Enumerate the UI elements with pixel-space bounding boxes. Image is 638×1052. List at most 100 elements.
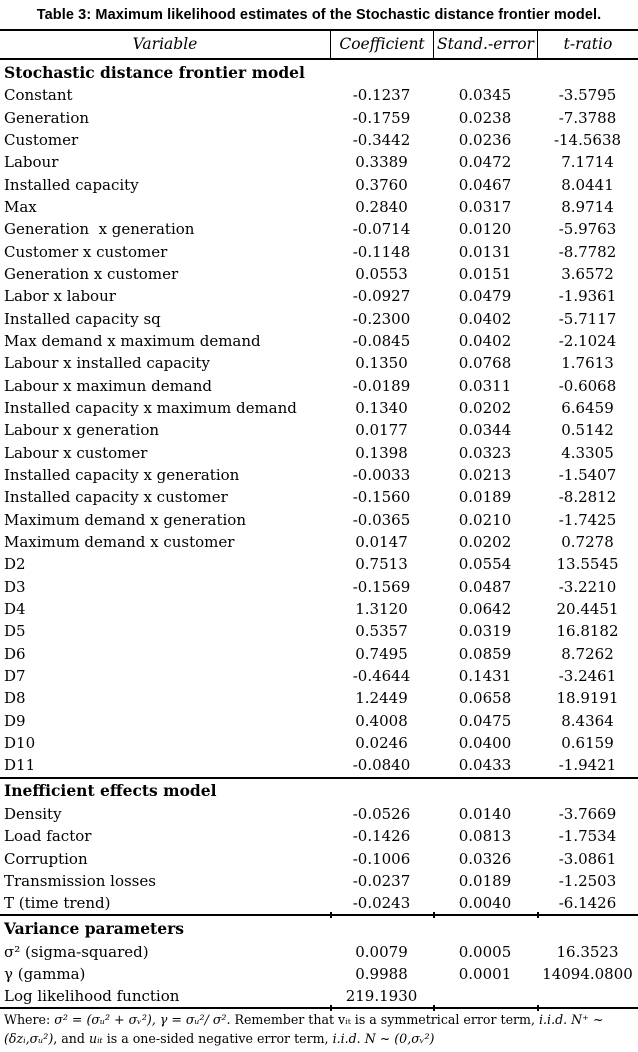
column-header-coefficient: Coefficient	[330, 31, 433, 58]
cell-t-ratio: -1.7534	[558, 827, 617, 846]
cell-t-ratio: -8.2812	[558, 488, 617, 507]
cell-std-error: 0.0326	[458, 849, 512, 868]
table-row: Labour x installed capacity 0.1350 0.0768 1…	[0, 352, 638, 374]
table-row: D7 -0.4644 0.1431 -3.2461	[0, 665, 638, 687]
cell-coefficient: 0.7513	[355, 555, 408, 574]
table-row: Labour x generation 0.0177 0.0344 0.5142	[0, 419, 638, 441]
cell-std-error: 0.0433	[458, 756, 512, 775]
cell-std-error: 0.0642	[458, 600, 512, 619]
cell-variable: Labour x customer	[4, 443, 148, 462]
cell-std-error: 0.0238	[458, 108, 512, 127]
table-row: Customer -0.3442 0.0236 -14.5638	[0, 129, 638, 151]
cell-t-ratio: -3.5795	[558, 86, 617, 105]
cell-t-ratio: -3.7669	[558, 804, 617, 823]
table-row: Installed capacity x generation -0.0033 0.…	[0, 464, 638, 486]
results-table: Variable Coefficient Stand.-error t-rati…	[0, 29, 638, 1052]
cell-t-ratio: -0.6068	[558, 376, 617, 395]
cell-t-ratio: -1.7425	[558, 510, 617, 529]
footnote-segment: Where:	[4, 1012, 55, 1028]
cell-variable: D3	[4, 577, 26, 596]
cell-variable: D9	[4, 711, 26, 730]
table-row: Labour 0.3389 0.0472 7.1714	[0, 151, 638, 173]
cell-t-ratio: -1.5407	[558, 466, 617, 485]
cell-std-error: 0.0859	[458, 644, 512, 663]
cell-variable: Installed capacity	[4, 175, 139, 194]
cell-coefficient: 1.3120	[355, 600, 408, 619]
cell-std-error: 0.0317	[458, 197, 512, 216]
cell-std-error: 0.0040	[458, 894, 512, 913]
cell-coefficient: 0.9988	[355, 964, 408, 983]
footnote-segment: uᵢₜ	[88, 1031, 103, 1047]
cell-variable: γ (gamma)	[4, 964, 86, 983]
cell-t-ratio: -5.9763	[558, 220, 617, 239]
table-row: σ² (sigma-squared) 0.0079 0.0005 16.3523	[0, 940, 638, 962]
border-tick	[433, 912, 435, 919]
cell-t-ratio: 0.7278	[561, 533, 614, 552]
cell-coefficient: 0.2840	[355, 197, 408, 216]
cell-t-ratio: -7.3788	[558, 108, 617, 127]
cell-t-ratio: -3.0861	[558, 849, 617, 868]
cell-variable: D2	[4, 555, 26, 574]
footnote-segment: σ² = (σᵤ² + σᵥ²), γ = σᵤ²/ σ²	[54, 1012, 227, 1028]
cell-t-ratio: 4.3305	[561, 443, 614, 462]
table-row: D2 0.7513 0.0554 13.5545	[0, 553, 638, 575]
cell-std-error: 0.0467	[458, 175, 512, 194]
cell-variable: D11	[4, 756, 36, 775]
cell-t-ratio: 0.6159	[561, 734, 614, 753]
table-row: Generation x customer 0.0553 0.0151 3.6572	[0, 263, 638, 285]
cell-coefficient: -0.0714	[352, 220, 411, 239]
cell-std-error: 0.0311	[458, 376, 512, 395]
table-row: Corruption -0.1006 0.0326 -3.0861	[0, 847, 638, 869]
cell-coefficient: -0.0237	[352, 871, 411, 890]
cell-std-error: 0.0140	[458, 804, 512, 823]
cell-t-ratio: 16.8182	[556, 622, 619, 641]
cell-variable: D7	[4, 667, 26, 686]
cell-coefficient: 0.3760	[355, 175, 408, 194]
cell-coefficient: -0.0365	[352, 510, 411, 529]
cell-variable: Installed capacity x generation	[4, 466, 240, 485]
cell-coefficient: 0.0177	[355, 421, 408, 440]
footnote-segment: i.i.d. N⁺ ~ (δzᵢ,σᵤ²)	[4, 1012, 604, 1047]
cell-std-error: 0.0323	[458, 443, 512, 462]
cell-std-error: 0.0151	[458, 264, 512, 283]
cell-coefficient: 0.5357	[355, 622, 408, 641]
cell-variable: T (time trend)	[4, 894, 111, 913]
cell-coefficient: -0.4644	[352, 667, 411, 686]
cell-std-error: 0.0120	[458, 220, 512, 239]
cell-coefficient: -0.0189	[352, 376, 411, 395]
table-row: Max demand x maximum demand -0.0845 0.0402…	[0, 330, 638, 352]
cell-t-ratio: 1.7613	[561, 354, 614, 373]
footnote-segment: i.i.d. N ~ (0,σᵥ²)	[332, 1031, 435, 1047]
cell-t-ratio: 0.5142	[561, 421, 614, 440]
cell-variable: Installed capacity x maximum demand	[4, 398, 297, 417]
table-body: Stochastic distance frontier model Consta…	[0, 60, 638, 1007]
cell-coefficient: 0.4008	[355, 711, 408, 730]
column-header-variable: Variable	[132, 35, 198, 53]
cell-std-error: 0.0189	[458, 871, 512, 890]
section-divider	[0, 776, 638, 779]
cell-coefficient: 1.2449	[355, 689, 408, 708]
cell-std-error: 0.1431	[458, 667, 512, 686]
cell-variable: Maximum demand x generation	[4, 510, 246, 529]
table-row: Transmission losses -0.0237 0.0189 -1.2503	[0, 870, 638, 892]
column-header-std-error: Stand.-error	[433, 31, 537, 58]
cell-coefficient: -0.1006	[352, 849, 411, 868]
cell-variable: Constant	[4, 86, 73, 105]
cell-std-error: 0.0554	[458, 555, 512, 574]
cell-std-error: 0.0400	[458, 734, 512, 753]
cell-coefficient: -0.0845	[352, 331, 411, 350]
cell-variable: Generation x generation	[4, 220, 195, 239]
cell-std-error: 0.0189	[458, 488, 512, 507]
cell-coefficient: -0.1148	[352, 242, 411, 261]
cell-coefficient: 0.0147	[355, 533, 408, 552]
cell-t-ratio: -3.2461	[558, 667, 617, 686]
cell-std-error: 0.0813	[458, 827, 512, 846]
cell-coefficient: 0.1398	[355, 443, 408, 462]
table-row: D4 1.3120 0.0642 20.4451	[0, 598, 638, 620]
table-row: Constant -0.1237 0.0345 -3.5795	[0, 84, 638, 106]
cell-variable: Generation	[4, 108, 90, 127]
cell-coefficient: 0.1350	[355, 354, 408, 373]
cell-t-ratio: 6.6459	[561, 398, 614, 417]
cell-coefficient: -0.1426	[352, 827, 411, 846]
cell-variable: D4	[4, 600, 26, 619]
